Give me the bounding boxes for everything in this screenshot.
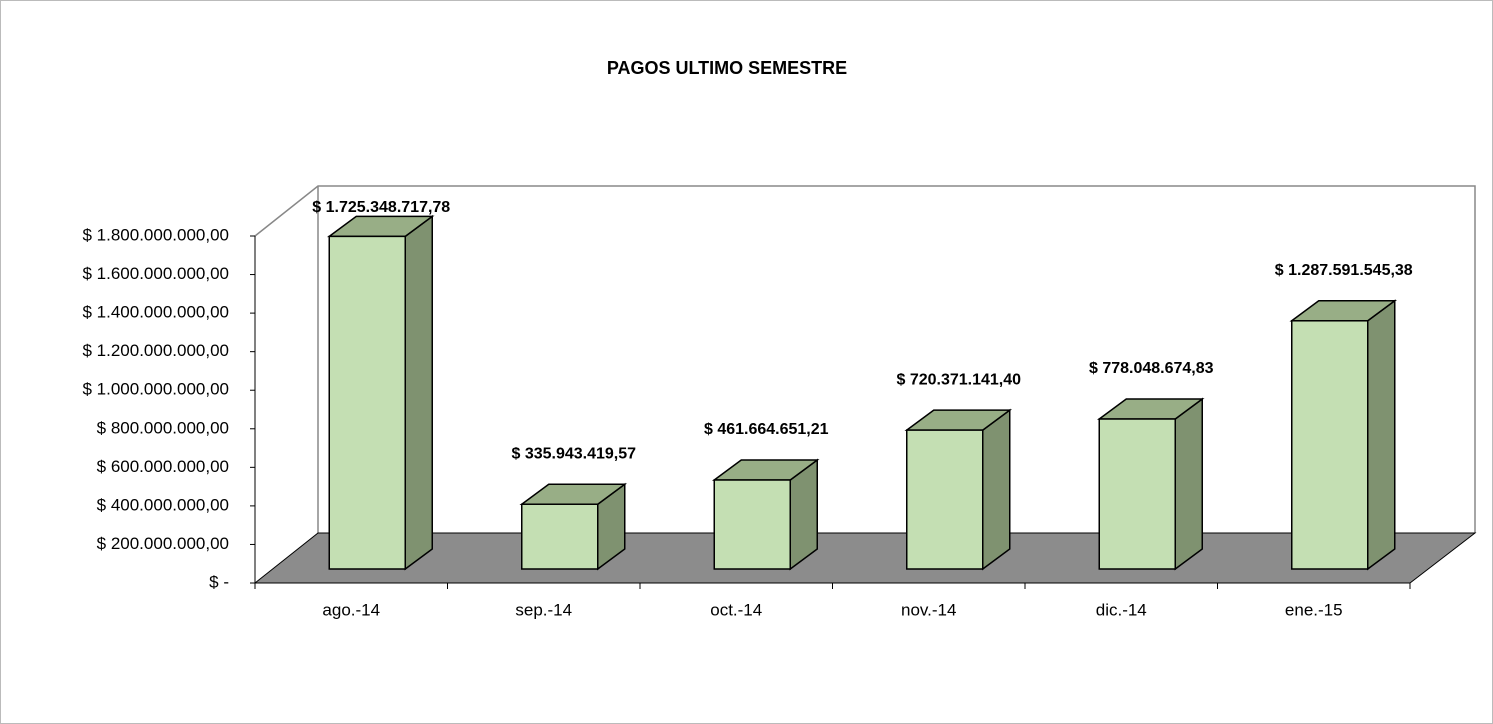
x-tick-label: ago.-14 xyxy=(322,600,380,619)
bar xyxy=(1291,320,1369,570)
value-label: $ 720.371.141,40 xyxy=(896,371,1021,388)
bar xyxy=(1098,418,1176,570)
value-label: $ 335.943.419,57 xyxy=(511,445,636,462)
back-wall xyxy=(254,185,1476,533)
y-tick-label: $ 1.200.000.000,00 xyxy=(82,341,229,360)
floor-edge xyxy=(254,532,1477,584)
value-label: $ 778.048.674,83 xyxy=(1089,360,1214,377)
bar xyxy=(328,235,406,570)
x-tick-label: nov.-14 xyxy=(901,600,956,619)
x-tick-label: ene.-15 xyxy=(1285,600,1343,619)
bar-side xyxy=(1174,397,1203,571)
bar xyxy=(906,429,984,570)
y-tick-label: $ 800.000.000,00 xyxy=(97,418,229,437)
x-tick-label: oct.-14 xyxy=(710,600,762,619)
value-label: $ 1.287.591.545,38 xyxy=(1275,262,1413,279)
bar xyxy=(713,479,791,570)
bar-side xyxy=(404,214,433,571)
y-tick-label: $ 1.000.000.000,00 xyxy=(82,380,229,399)
y-tick-label: $ 400.000.000,00 xyxy=(97,495,229,514)
y-tick-label: $ - xyxy=(209,572,229,591)
y-tick-label: $ 600.000.000,00 xyxy=(97,457,229,476)
chart-title: PAGOS ULTIMO SEMESTRE xyxy=(607,58,847,78)
x-tick-label: sep.-14 xyxy=(515,600,572,619)
value-label: $ 461.664.651,21 xyxy=(704,421,829,438)
y-tick-label: $ 1.400.000.000,00 xyxy=(82,303,229,322)
y-tick-label: $ 1.800.000.000,00 xyxy=(82,225,229,244)
bar xyxy=(521,503,599,570)
y-tick-label: $ 200.000.000,00 xyxy=(97,534,229,553)
bar-side xyxy=(982,408,1011,571)
value-label: $ 1.725.348.717,78 xyxy=(312,199,450,216)
bar-side xyxy=(1367,299,1396,571)
x-tick-label: dic.-14 xyxy=(1096,600,1147,619)
y-tick-label: $ 1.600.000.000,00 xyxy=(82,264,229,283)
